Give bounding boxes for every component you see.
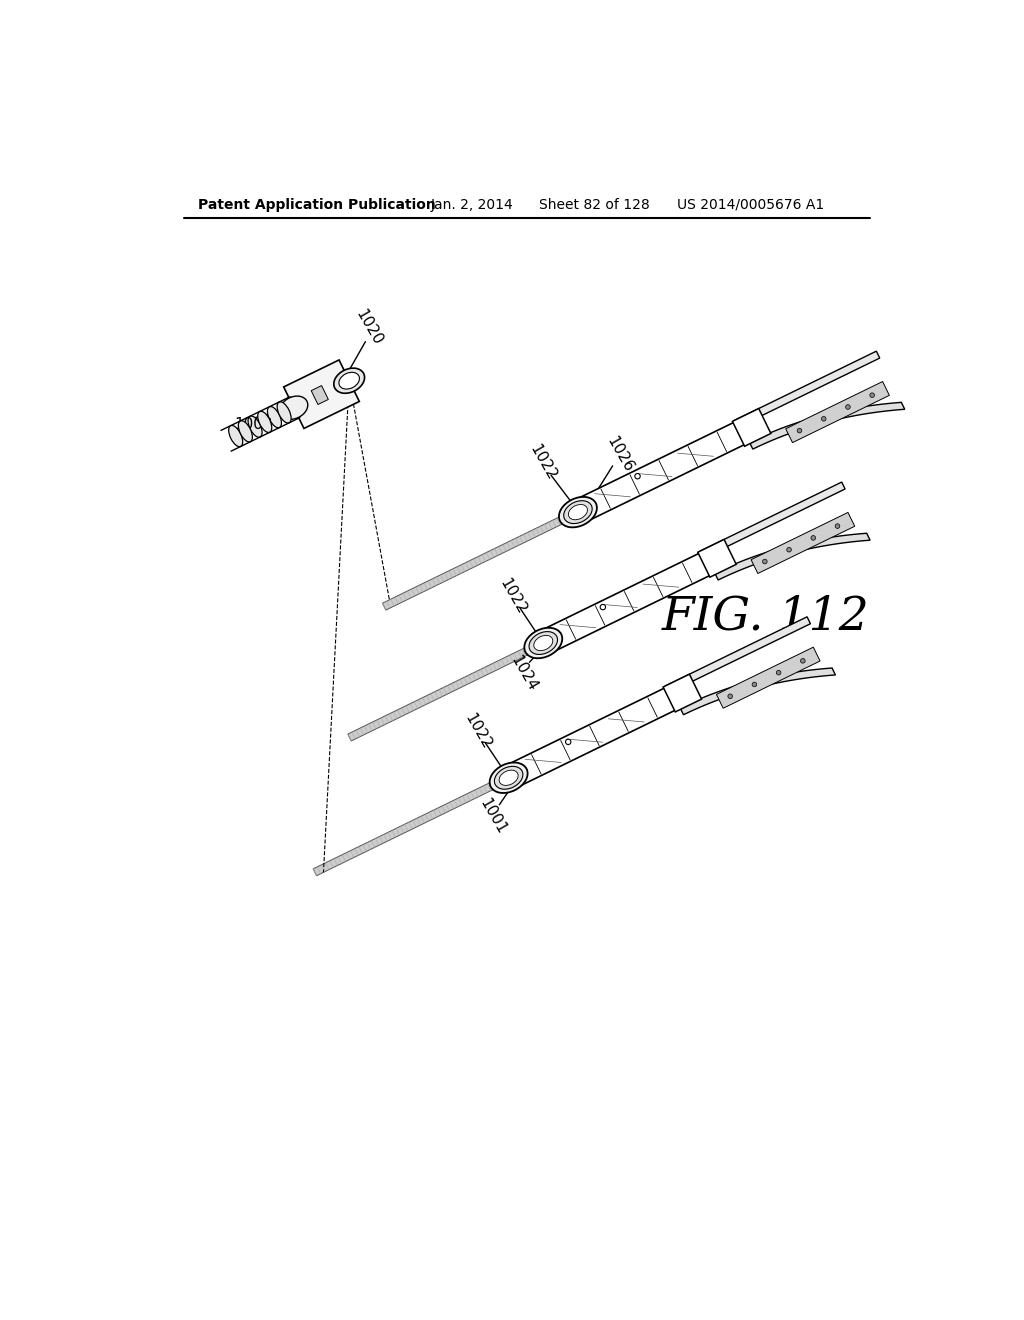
Polygon shape	[572, 420, 750, 523]
Polygon shape	[785, 381, 890, 442]
Text: 1026: 1026	[604, 434, 637, 475]
Text: US 2014/0005676 A1: US 2014/0005676 A1	[677, 198, 824, 211]
Ellipse shape	[559, 496, 597, 528]
Ellipse shape	[339, 372, 359, 389]
Circle shape	[786, 548, 792, 552]
Circle shape	[869, 393, 874, 397]
Polygon shape	[750, 403, 905, 449]
Text: 1022: 1022	[527, 442, 559, 483]
Ellipse shape	[228, 425, 243, 446]
Ellipse shape	[239, 421, 252, 442]
Ellipse shape	[495, 767, 523, 789]
Circle shape	[846, 405, 850, 409]
Text: Jan. 2, 2014: Jan. 2, 2014	[431, 198, 514, 211]
Polygon shape	[732, 408, 771, 446]
Circle shape	[836, 524, 840, 528]
Circle shape	[776, 671, 781, 675]
Circle shape	[821, 417, 826, 421]
Text: 1003: 1003	[234, 417, 273, 432]
Polygon shape	[734, 351, 880, 428]
Polygon shape	[538, 550, 715, 655]
Polygon shape	[664, 675, 701, 711]
Circle shape	[635, 474, 640, 479]
Circle shape	[797, 428, 802, 433]
Ellipse shape	[267, 407, 282, 428]
Polygon shape	[697, 540, 736, 577]
Text: 1022: 1022	[497, 577, 528, 618]
Text: 1022: 1022	[462, 711, 494, 752]
Ellipse shape	[534, 635, 553, 651]
Ellipse shape	[280, 396, 308, 420]
Text: 1001: 1001	[477, 796, 509, 837]
Ellipse shape	[524, 628, 562, 659]
Ellipse shape	[489, 763, 527, 793]
Polygon shape	[699, 482, 845, 558]
Text: Patent Application Publication: Patent Application Publication	[199, 198, 436, 211]
Ellipse shape	[248, 416, 262, 437]
Text: Sheet 82 of 128: Sheet 82 of 128	[539, 198, 649, 211]
Polygon shape	[715, 533, 870, 579]
Text: FIG. 112: FIG. 112	[662, 594, 869, 639]
Polygon shape	[313, 775, 510, 875]
Text: 1020: 1020	[353, 308, 385, 348]
Ellipse shape	[563, 500, 592, 524]
Ellipse shape	[568, 504, 588, 520]
Polygon shape	[284, 360, 359, 429]
Polygon shape	[383, 508, 580, 610]
Text: 1024: 1024	[508, 653, 540, 694]
Circle shape	[811, 536, 815, 540]
Polygon shape	[311, 385, 329, 404]
Ellipse shape	[529, 631, 557, 655]
Circle shape	[763, 560, 767, 564]
Circle shape	[565, 739, 571, 744]
Circle shape	[801, 659, 805, 663]
Polygon shape	[348, 640, 545, 741]
Polygon shape	[751, 512, 855, 573]
Ellipse shape	[499, 770, 518, 785]
Polygon shape	[666, 616, 810, 693]
Ellipse shape	[334, 368, 365, 393]
Circle shape	[600, 605, 605, 610]
Polygon shape	[680, 668, 836, 714]
Ellipse shape	[278, 401, 291, 424]
Polygon shape	[503, 685, 680, 789]
Polygon shape	[717, 647, 820, 709]
Circle shape	[728, 694, 732, 698]
Circle shape	[752, 682, 757, 686]
Ellipse shape	[287, 397, 301, 418]
Ellipse shape	[258, 412, 271, 433]
